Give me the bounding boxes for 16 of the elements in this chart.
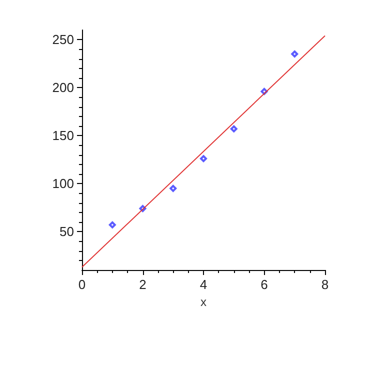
point xyxy=(291,50,298,58)
x-axis-title: x xyxy=(200,294,206,309)
y-tick-label: 50 xyxy=(60,224,74,240)
x-tick-label: 6 xyxy=(260,277,268,292)
point xyxy=(230,125,238,132)
point xyxy=(170,184,177,192)
point xyxy=(200,155,207,162)
y-tick-label: 150 xyxy=(52,128,74,144)
y-tick-label: 250 xyxy=(52,32,74,48)
x-tick-label: 0 xyxy=(78,277,86,292)
x-tick-label: 8 xyxy=(321,277,329,292)
x-tick-label: 2 xyxy=(139,277,146,292)
x-tick-label: 4 xyxy=(200,277,208,292)
point xyxy=(108,221,116,228)
y-tick-label: 100 xyxy=(52,176,74,192)
y-tick-label: 200 xyxy=(52,80,74,96)
